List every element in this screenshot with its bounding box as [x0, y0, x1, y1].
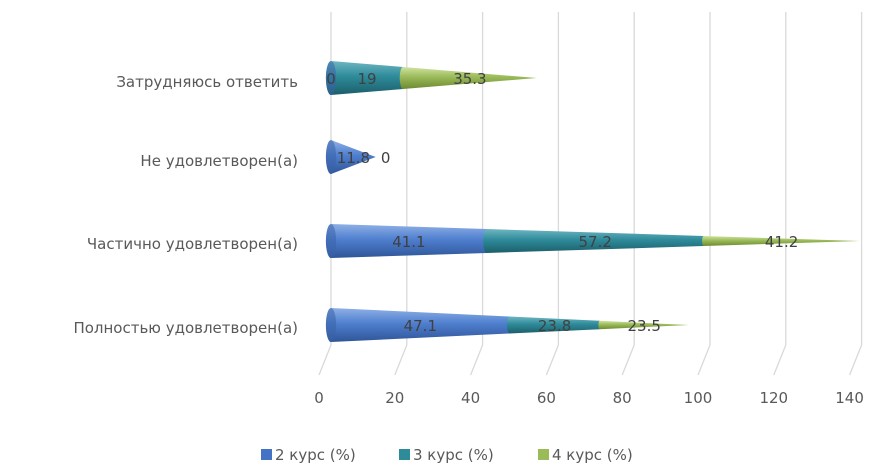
legend-label: 4 курс (%) [552, 446, 633, 464]
legend: 2 курс (%) 3 курс (%) 4 курс (%) [261, 446, 633, 464]
data-label: 23.5 [627, 317, 660, 335]
data-label: 57.2 [578, 233, 611, 251]
floor-line [394, 344, 408, 376]
floor-line [318, 344, 332, 376]
x-tick-label: 0 [314, 389, 324, 407]
legend-label: 3 курс (%) [413, 446, 494, 464]
floor-line [545, 344, 560, 376]
x-tick-label: 60 [537, 389, 556, 407]
floor-line [469, 344, 484, 376]
data-label: 35.3 [453, 70, 486, 88]
cone-segment [325, 224, 491, 258]
legend-swatch [261, 449, 272, 460]
floor-line [621, 344, 635, 376]
data-label: 19 [357, 70, 376, 88]
cone-segment [325, 61, 407, 95]
category-label: Затрудняюсь ответить [116, 73, 298, 91]
cone-segment [506, 316, 601, 334]
data-label: 41.2 [765, 233, 798, 251]
x-tick-label: 140 [835, 389, 864, 407]
cone-base [325, 224, 337, 258]
cone-segment [598, 320, 689, 330]
x-tick-label: 80 [613, 389, 632, 407]
cone-segment [702, 235, 860, 247]
x-tick-label: 100 [684, 389, 713, 407]
x-tick-label: 120 [759, 389, 788, 407]
x-axis-ticks: 0 20 40 60 80 100 120 140 [314, 389, 864, 407]
data-labels: 47.1 23.8 23.5 41.1 57.2 41.2 11.8 0 0 19 35.3 [326, 70, 798, 335]
legend-swatch [399, 449, 410, 460]
data-label: 0 [381, 149, 391, 167]
x-tick-label: 40 [461, 389, 480, 407]
x-tick-label: 20 [385, 389, 404, 407]
cone-base [325, 61, 337, 95]
cone-segment [325, 140, 376, 174]
floor-line [773, 344, 787, 376]
cone-segment [399, 66, 537, 90]
data-label: 23.8 [538, 317, 571, 335]
cone-segment [483, 229, 706, 253]
category-labels: Полностью удовлетворен(а) Частично удовл… [73, 73, 298, 337]
cone-base [325, 308, 337, 342]
category-label: Частично удовлетворен(а) [87, 235, 298, 253]
data-label: 0 [326, 70, 336, 88]
floor-line [848, 344, 863, 376]
cone-base [325, 140, 337, 174]
cone-segment [325, 308, 513, 342]
data-label: 11.8 [337, 149, 370, 167]
floor-line [697, 344, 711, 376]
cone-bars [325, 61, 860, 342]
data-label: 47.1 [404, 317, 437, 335]
legend-label: 2 курс (%) [275, 446, 356, 464]
legend-swatch [538, 449, 549, 460]
data-label: 41.1 [392, 233, 425, 251]
category-label: Полностью удовлетворен(а) [73, 319, 298, 337]
category-label: Не удовлетворен(а) [140, 152, 298, 170]
